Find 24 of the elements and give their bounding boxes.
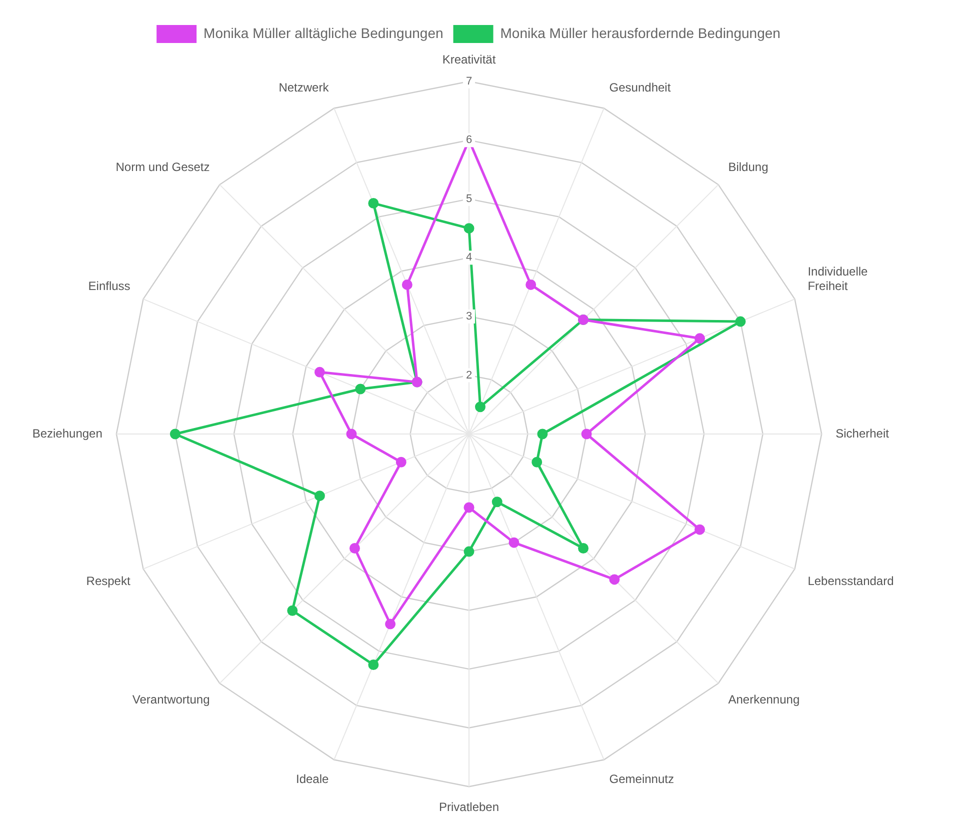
y-tick-label: 2 (466, 369, 472, 382)
spoke-label: Lebensstandard (808, 574, 894, 588)
spoke-label: Anerkennung (728, 692, 800, 707)
spoke-label: Privatleben (438, 800, 500, 814)
y-tick-label: 3 (466, 310, 472, 322)
spoke-label: Beziehungen (32, 426, 102, 440)
spoke-label: Gesundheit (609, 80, 672, 94)
spoke-label: Bildung (728, 160, 768, 174)
spoke-label: Ideale (296, 772, 330, 786)
spoke-label: Kreativität (442, 52, 496, 67)
y-tick-label: 4 (466, 252, 472, 264)
legend-label: Monika Müller herausfordernde Bedingungen (500, 24, 780, 41)
spoke-label: Norm und Gesetz (116, 160, 210, 174)
spoke-label: Netzwerk (278, 80, 330, 94)
spoke-label: Sicherheit (836, 426, 890, 440)
spoke-label: Verantwortung (132, 692, 210, 707)
spoke-label: Individuelle Freiheit (808, 264, 868, 293)
spoke-label: Gemeinnutz (609, 772, 674, 786)
legend-label: Monika Müller alltägliche Bedingungen (204, 24, 444, 41)
y-tick-label: 6 (466, 134, 472, 146)
spoke-label: Respekt (86, 574, 131, 588)
y-tick-label: 5 (466, 192, 472, 205)
spoke-label: Einfluss (88, 278, 130, 293)
y-tick-label: 7 (466, 75, 472, 88)
